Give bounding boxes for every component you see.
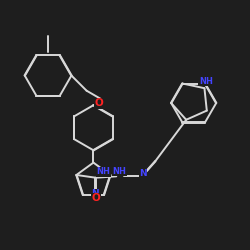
Text: O: O [91,193,100,203]
Text: N: N [139,169,147,178]
Text: N: N [91,189,99,198]
Text: NH: NH [112,167,126,176]
Text: NH: NH [199,77,213,86]
Text: O: O [94,98,103,108]
Text: NH: NH [96,167,110,176]
